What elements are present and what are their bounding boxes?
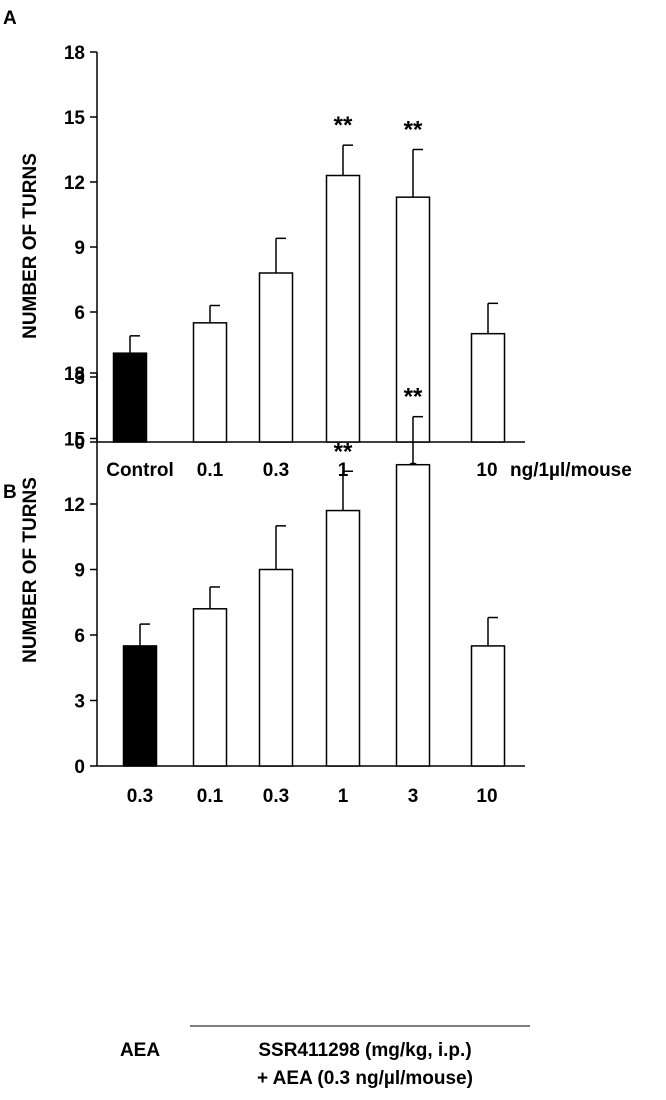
panel-b-y-tick-label: 12 [64, 495, 85, 516]
panel-a-significance-marker: ** [334, 112, 353, 139]
panel-b-x-tick-label: 10 [476, 786, 497, 807]
panel-b-bar [395, 463, 431, 767]
panel-b-y-tick-label: 3 [74, 692, 85, 713]
panel-b-x-tick-label: 0.3 [127, 786, 153, 807]
panel-b-y-axis-label: NUMBER OF TURNS [20, 477, 41, 663]
panel-a-bar [192, 322, 228, 443]
panel-b-letter: B [3, 482, 17, 503]
panel-a-y-tick-label: 6 [74, 303, 85, 324]
panel-a-y-tick-label: 9 [74, 238, 85, 259]
panel-a-bar [325, 174, 361, 443]
panel-a-x-tick-label: 0.1 [197, 460, 224, 481]
panel-a-letter: A [3, 8, 17, 29]
panel-b-bar [258, 568, 294, 767]
panel-b-bar [122, 645, 158, 767]
panel-b-x-tick-label: 0.1 [197, 786, 224, 807]
panel-b-axes: 0 3 6 9 12 15 18 [64, 364, 525, 778]
panel-b-bar [470, 645, 506, 767]
panel-b-x-tick-label: 0.3 [263, 786, 289, 807]
panel-a-y-tick-label: 18 [64, 43, 85, 64]
panel-a-bar [470, 332, 506, 443]
panel-b-y-tick-label: 9 [74, 561, 85, 582]
panel-a: A NUMBER OF TURNS 0 3 6 9 12 15 18 Control 0.1 0… [3, 8, 632, 481]
panel-b-bars [122, 415, 506, 767]
panel-a-x-tick-label: 0.3 [263, 460, 289, 481]
panel-a-significance-marker: ** [404, 117, 423, 144]
panel-a-x-unit-label: ng/1µl/mouse [510, 460, 632, 481]
panel-b-y-tick-label: 6 [74, 626, 85, 647]
panel-b-bar [192, 608, 228, 767]
panel-b-y-tick-label: 0 [74, 757, 85, 778]
panel-a-y-axis-label: NUMBER OF TURNS [20, 153, 41, 339]
panel-a-x-tick-label: 10 [476, 460, 497, 481]
panel-a-bar [112, 352, 148, 443]
panel-b-treatment-group-label-line2: + AEA (0.3 ng/µl/mouse) [257, 1068, 473, 1089]
panel-a-y-tick-label: 3 [74, 368, 85, 389]
panel-b-y-tick-label: 15 [64, 430, 86, 451]
panel-a-y-tick-label: 15 [64, 108, 86, 129]
panel-b-bar [325, 509, 361, 767]
panel-b-significance-marker: ** [334, 438, 353, 465]
panel-b: B NUMBER OF TURNS 0 3 6 9 12 15 18 0.3 0.1 0.3 **… [3, 364, 530, 1089]
panel-a-y-tick-label: 12 [64, 173, 85, 194]
panel-b-significance-marker: ** [404, 384, 423, 411]
panel-a-bar [395, 196, 431, 443]
panel-a-x-tick-label: Control [106, 460, 174, 481]
panel-b-x-tick-label: 3 [408, 786, 419, 807]
panel-b-y-tick-label: 18 [64, 364, 85, 385]
panel-b-labels: 0.3 0.1 0.3 ** 1 ** 3 10 [127, 384, 498, 807]
panel-a-y-tick-label: 0 [74, 433, 85, 454]
panel-b-aea-group-label: AEA [120, 1040, 160, 1061]
panel-a-bars [112, 144, 506, 443]
panel-b-x-tick-label: 1 [338, 786, 349, 807]
panel-b-treatment-group-label-line1: SSR411298 (mg/kg, i.p.) [258, 1040, 471, 1061]
panel-a-bar [258, 272, 294, 443]
